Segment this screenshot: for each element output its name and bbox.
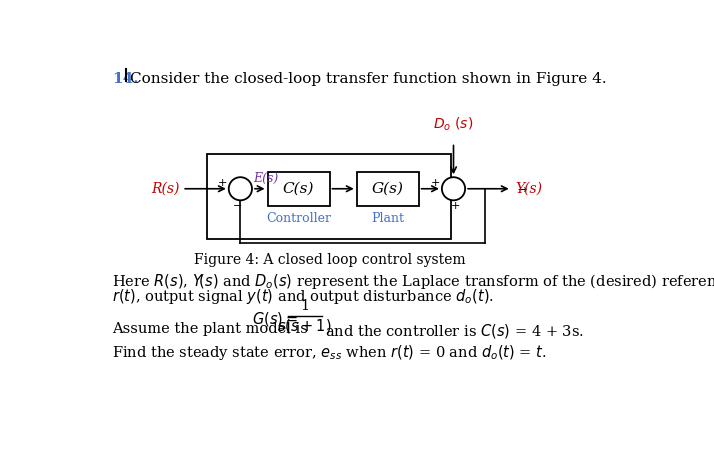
Text: Y(s): Y(s) bbox=[516, 182, 543, 196]
Bar bbox=[356, 172, 418, 206]
Text: Here $R(s)$, $Y\!(s)$ and $D_o(s)$ represent the Laplace transform of the (desir: Here $R(s)$, $Y\!(s)$ and $D_o(s)$ repre… bbox=[113, 272, 714, 291]
Text: $\it{D_o}$$\it{\ (s)}$: $\it{D_o}$$\it{\ (s)}$ bbox=[433, 116, 473, 133]
Text: +: + bbox=[451, 201, 460, 211]
Bar bbox=[207, 154, 451, 239]
Text: $G(s) =$: $G(s) =$ bbox=[252, 310, 298, 328]
Text: Plant: Plant bbox=[371, 212, 404, 225]
Text: C(s): C(s) bbox=[283, 182, 314, 196]
Text: −: − bbox=[233, 201, 242, 211]
Text: 14.: 14. bbox=[113, 72, 139, 86]
Text: E(s): E(s) bbox=[253, 172, 278, 185]
Text: Assume the plant model is: Assume the plant model is bbox=[113, 322, 308, 336]
Circle shape bbox=[442, 177, 465, 200]
Text: Consider the closed-loop transfer function shown in Figure 4.: Consider the closed-loop transfer functi… bbox=[129, 72, 606, 86]
Circle shape bbox=[228, 177, 252, 200]
Text: +: + bbox=[431, 178, 441, 189]
Text: Figure 4: A closed loop control system: Figure 4: A closed loop control system bbox=[193, 252, 466, 267]
Bar bbox=[268, 172, 329, 206]
Text: +: + bbox=[218, 178, 227, 189]
Text: G(s): G(s) bbox=[371, 182, 403, 196]
Text: $r(t)$, output signal $y(t)$ and output disturbance $d_o(t)$.: $r(t)$, output signal $y(t)$ and output … bbox=[113, 287, 495, 306]
Text: and the controller is $C(s)$ = 4 + 3s.: and the controller is $C(s)$ = 4 + 3s. bbox=[325, 322, 584, 340]
Text: Controller: Controller bbox=[266, 212, 331, 225]
Text: Find the steady state error, $e_{ss}$ when $r(t)$ = 0 and $d_o(t)$ = $t$.: Find the steady state error, $e_{ss}$ wh… bbox=[113, 343, 548, 362]
Text: $\rightarrow$: $\rightarrow$ bbox=[515, 184, 528, 194]
Text: R(s): R(s) bbox=[151, 182, 180, 196]
Text: 1: 1 bbox=[300, 300, 309, 314]
Text: $s(s+1)$: $s(s+1)$ bbox=[278, 317, 332, 335]
